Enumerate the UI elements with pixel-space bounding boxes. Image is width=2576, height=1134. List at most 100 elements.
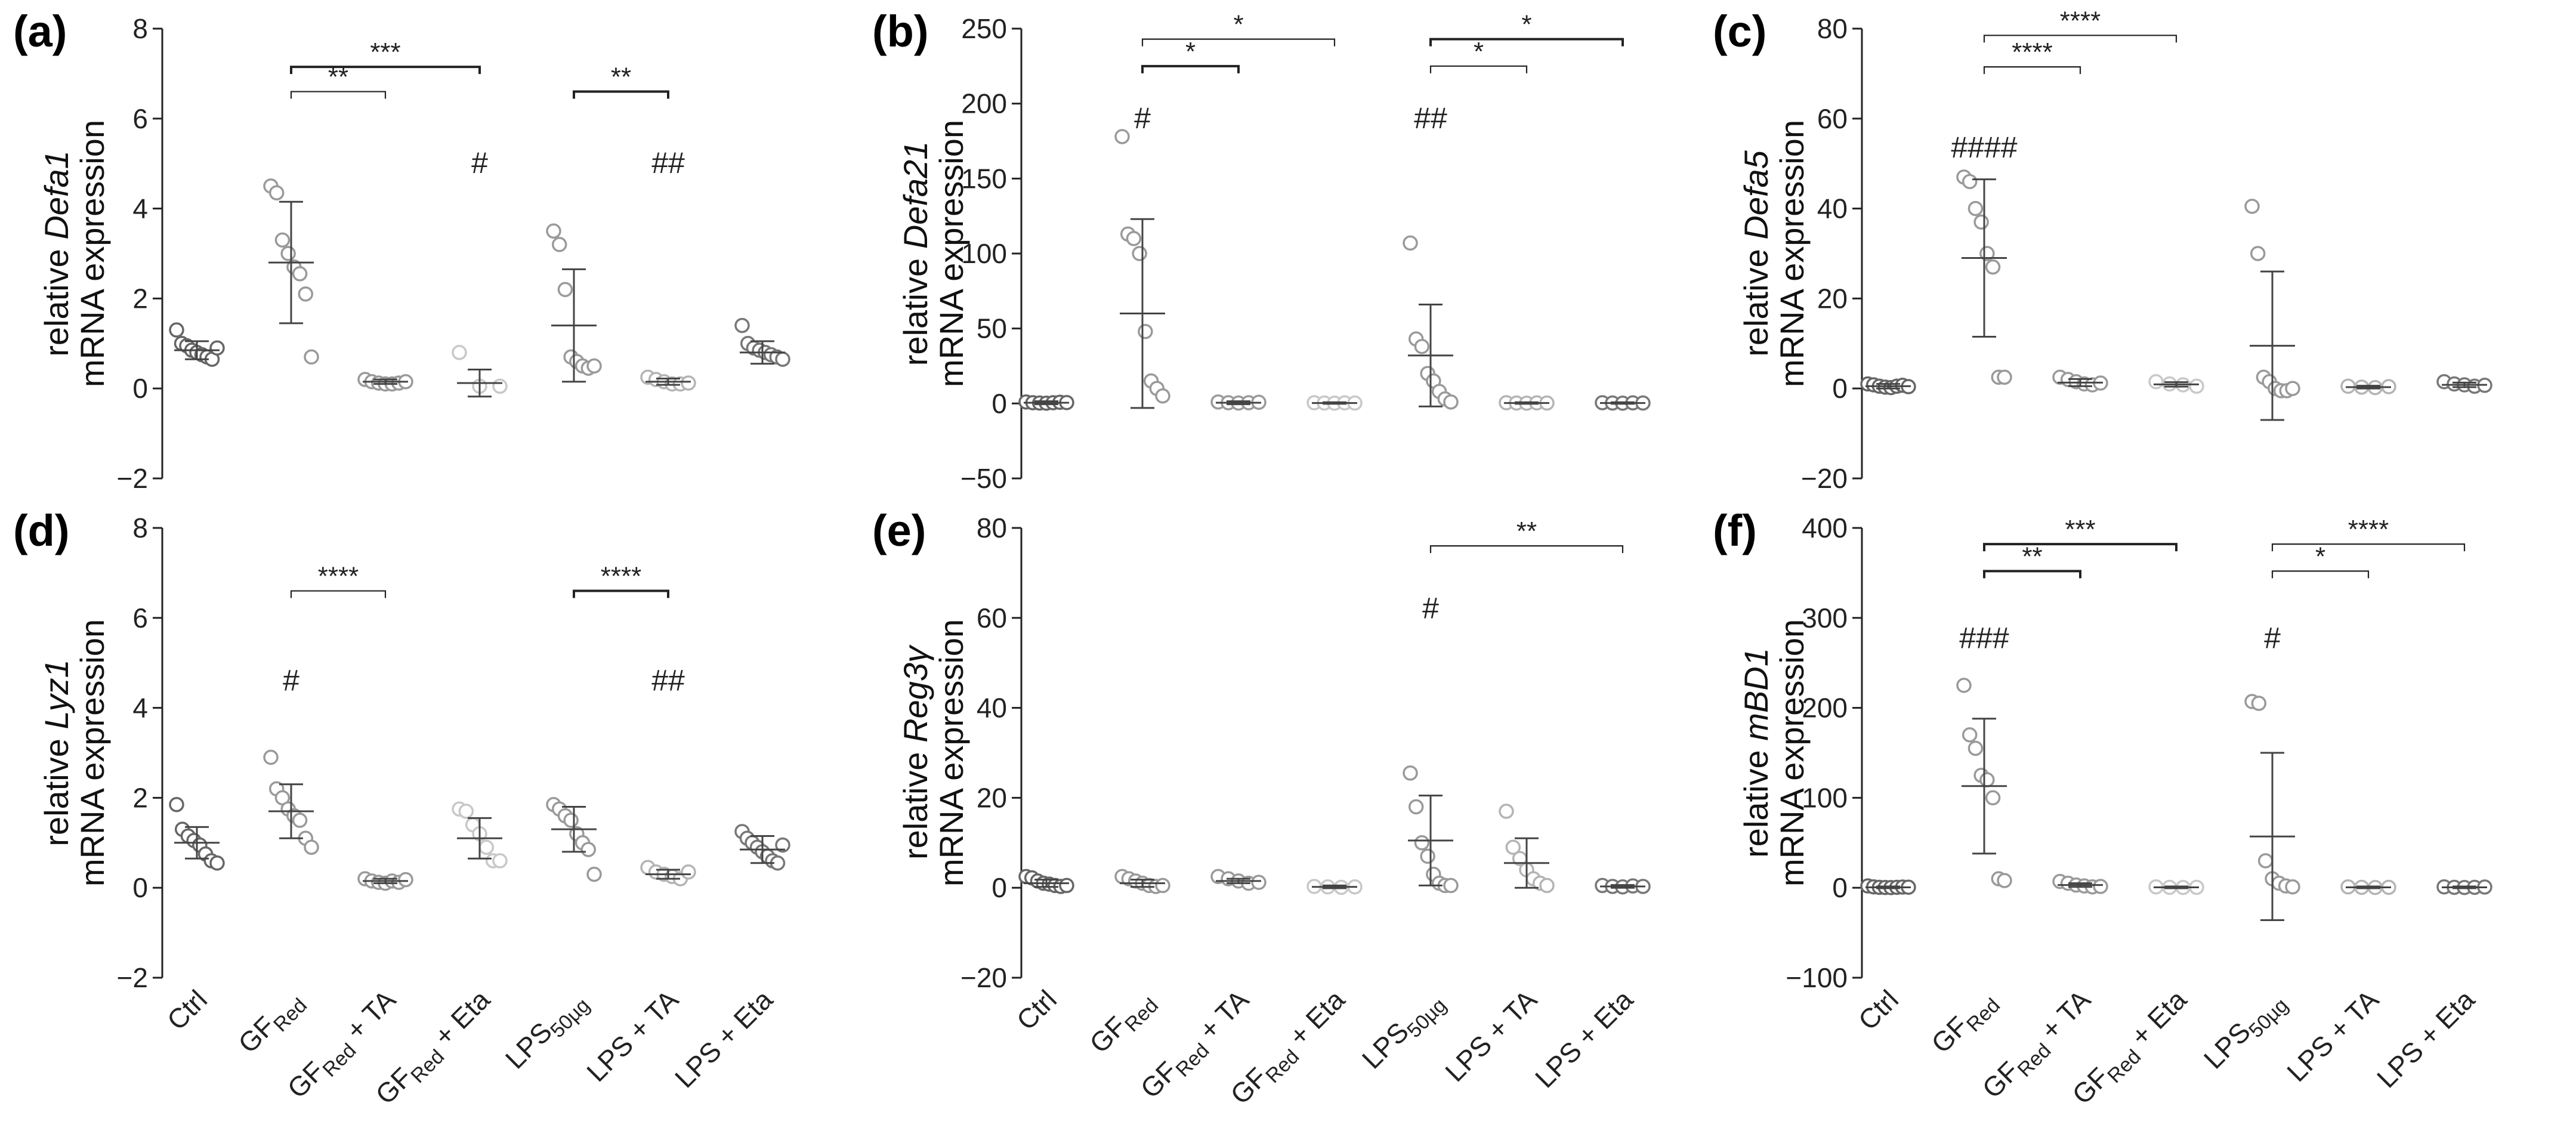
significance-bracket [290, 91, 387, 99]
data-point [681, 375, 696, 391]
group-2 [1210, 394, 1267, 411]
y-tick-label: 0 [992, 872, 1007, 903]
x-tick-label: Ctrl [1011, 984, 1062, 1036]
significance-label: ** [1516, 517, 1537, 546]
y-tick-label: 8 [132, 512, 148, 543]
group-6 [734, 824, 790, 871]
data-point [1962, 174, 1978, 190]
data-point [2189, 378, 2204, 394]
data-point [586, 866, 602, 882]
data-point [1985, 790, 2001, 806]
data-point [492, 378, 508, 394]
data-point [1138, 323, 1153, 339]
data-point [458, 804, 474, 819]
data-point [551, 237, 567, 252]
data-point [1251, 875, 1267, 890]
x-tick-label: GFRed [232, 984, 311, 1063]
y-tick-label: 0 [132, 872, 148, 903]
x-tick-main: LPS + TA [1439, 984, 1543, 1087]
data-point [1973, 214, 1989, 230]
group-5 [640, 860, 696, 886]
significance-label: **** [2060, 6, 2101, 35]
hash-marker: ## [651, 663, 685, 697]
data-point [1414, 339, 1430, 354]
y-axis-label-prefix: relative [1737, 240, 1775, 357]
significance-bracket [1141, 38, 1336, 47]
y-axis-label-prefix: relative [897, 743, 934, 860]
group-1 [1114, 129, 1170, 409]
data-point [492, 853, 508, 869]
significance-label: * [1474, 37, 1484, 66]
group-5 [2340, 378, 2396, 395]
y-tick-label: 2 [132, 782, 148, 813]
y-axis-label: relative Lyz1mRNA expression [38, 619, 111, 886]
group-5 [2340, 879, 2396, 895]
group-5 [640, 369, 696, 392]
data-point [2257, 853, 2274, 869]
y-axis-label-line2: mRNA expression [73, 120, 111, 387]
x-tick-tail: + Eta [422, 984, 496, 1057]
y-tick-label: 60 [1817, 103, 1848, 134]
group-6 [2436, 879, 2492, 895]
panel-label: (e) [872, 506, 926, 555]
hash-marker: ## [1414, 101, 1447, 135]
y-axis-label-prefix: relative [38, 240, 75, 357]
significance-label: **** [2348, 515, 2389, 544]
significance-bracket [2271, 543, 2466, 552]
data-point [734, 317, 750, 333]
x-tick-main: LPS + Eta [2371, 984, 2481, 1093]
y-axis-label-gene: Defa21 [897, 141, 934, 249]
group-0 [1018, 869, 1074, 894]
hash-marker: #### [1951, 131, 2017, 164]
y-axis-label-gene: mBD1 [1737, 648, 1775, 741]
data-point [1403, 235, 1418, 251]
group-4 [2244, 199, 2300, 421]
significance-label: ** [328, 63, 348, 92]
y-axis-label-prefix: relative [38, 730, 75, 846]
data-point [304, 839, 319, 855]
data-point [209, 340, 225, 356]
group-6 [1595, 877, 1651, 895]
data-point [268, 185, 285, 200]
y-axis-label-prefix: relative [897, 249, 934, 366]
data-point [1956, 678, 1972, 693]
y-axis-label: relative Defa1mRNA expression [38, 120, 111, 387]
group-3 [1306, 879, 1363, 895]
group-4 [1403, 235, 1459, 410]
group-2 [2052, 369, 2108, 393]
x-tick-label: LPS + Eta [1529, 984, 1639, 1093]
data-point [1408, 799, 1424, 815]
significance-label: * [2315, 542, 2325, 571]
y-axis-label-line2: mRNA expression [73, 619, 111, 886]
significance-label: *** [370, 38, 400, 67]
data-point [2148, 374, 2164, 390]
x-tick-label: GFRed [1083, 984, 1163, 1063]
data-point [1979, 772, 1995, 787]
y-tick-label: 20 [977, 782, 1007, 813]
data-point [1539, 877, 1555, 894]
data-point [1114, 129, 1130, 144]
data-point [2285, 879, 2300, 895]
group-5 [1499, 804, 1555, 894]
data-point [1132, 246, 1147, 261]
group-1 [263, 749, 319, 855]
hash-marker: # [471, 146, 488, 180]
group-3 [452, 345, 508, 398]
data-point [563, 812, 579, 828]
group-0 [1860, 878, 1916, 895]
significance-label: **** [2012, 38, 2053, 67]
data-point [1499, 804, 1514, 819]
group-1 [263, 178, 319, 365]
y-axis-label-gene: Defa1 [38, 150, 75, 239]
group-6 [1595, 395, 1651, 411]
data-point [209, 855, 225, 871]
data-point [2244, 199, 2260, 214]
y-tick-label: 6 [132, 103, 148, 134]
significance-bracket [1983, 570, 2081, 579]
group-5 [1499, 395, 1555, 411]
y-tick-label: 4 [132, 693, 148, 724]
data-point [1997, 873, 2012, 888]
significance-bracket [1429, 545, 1624, 554]
y-axis-label-gene: Lyz1 [38, 659, 75, 729]
data-point [586, 358, 602, 374]
